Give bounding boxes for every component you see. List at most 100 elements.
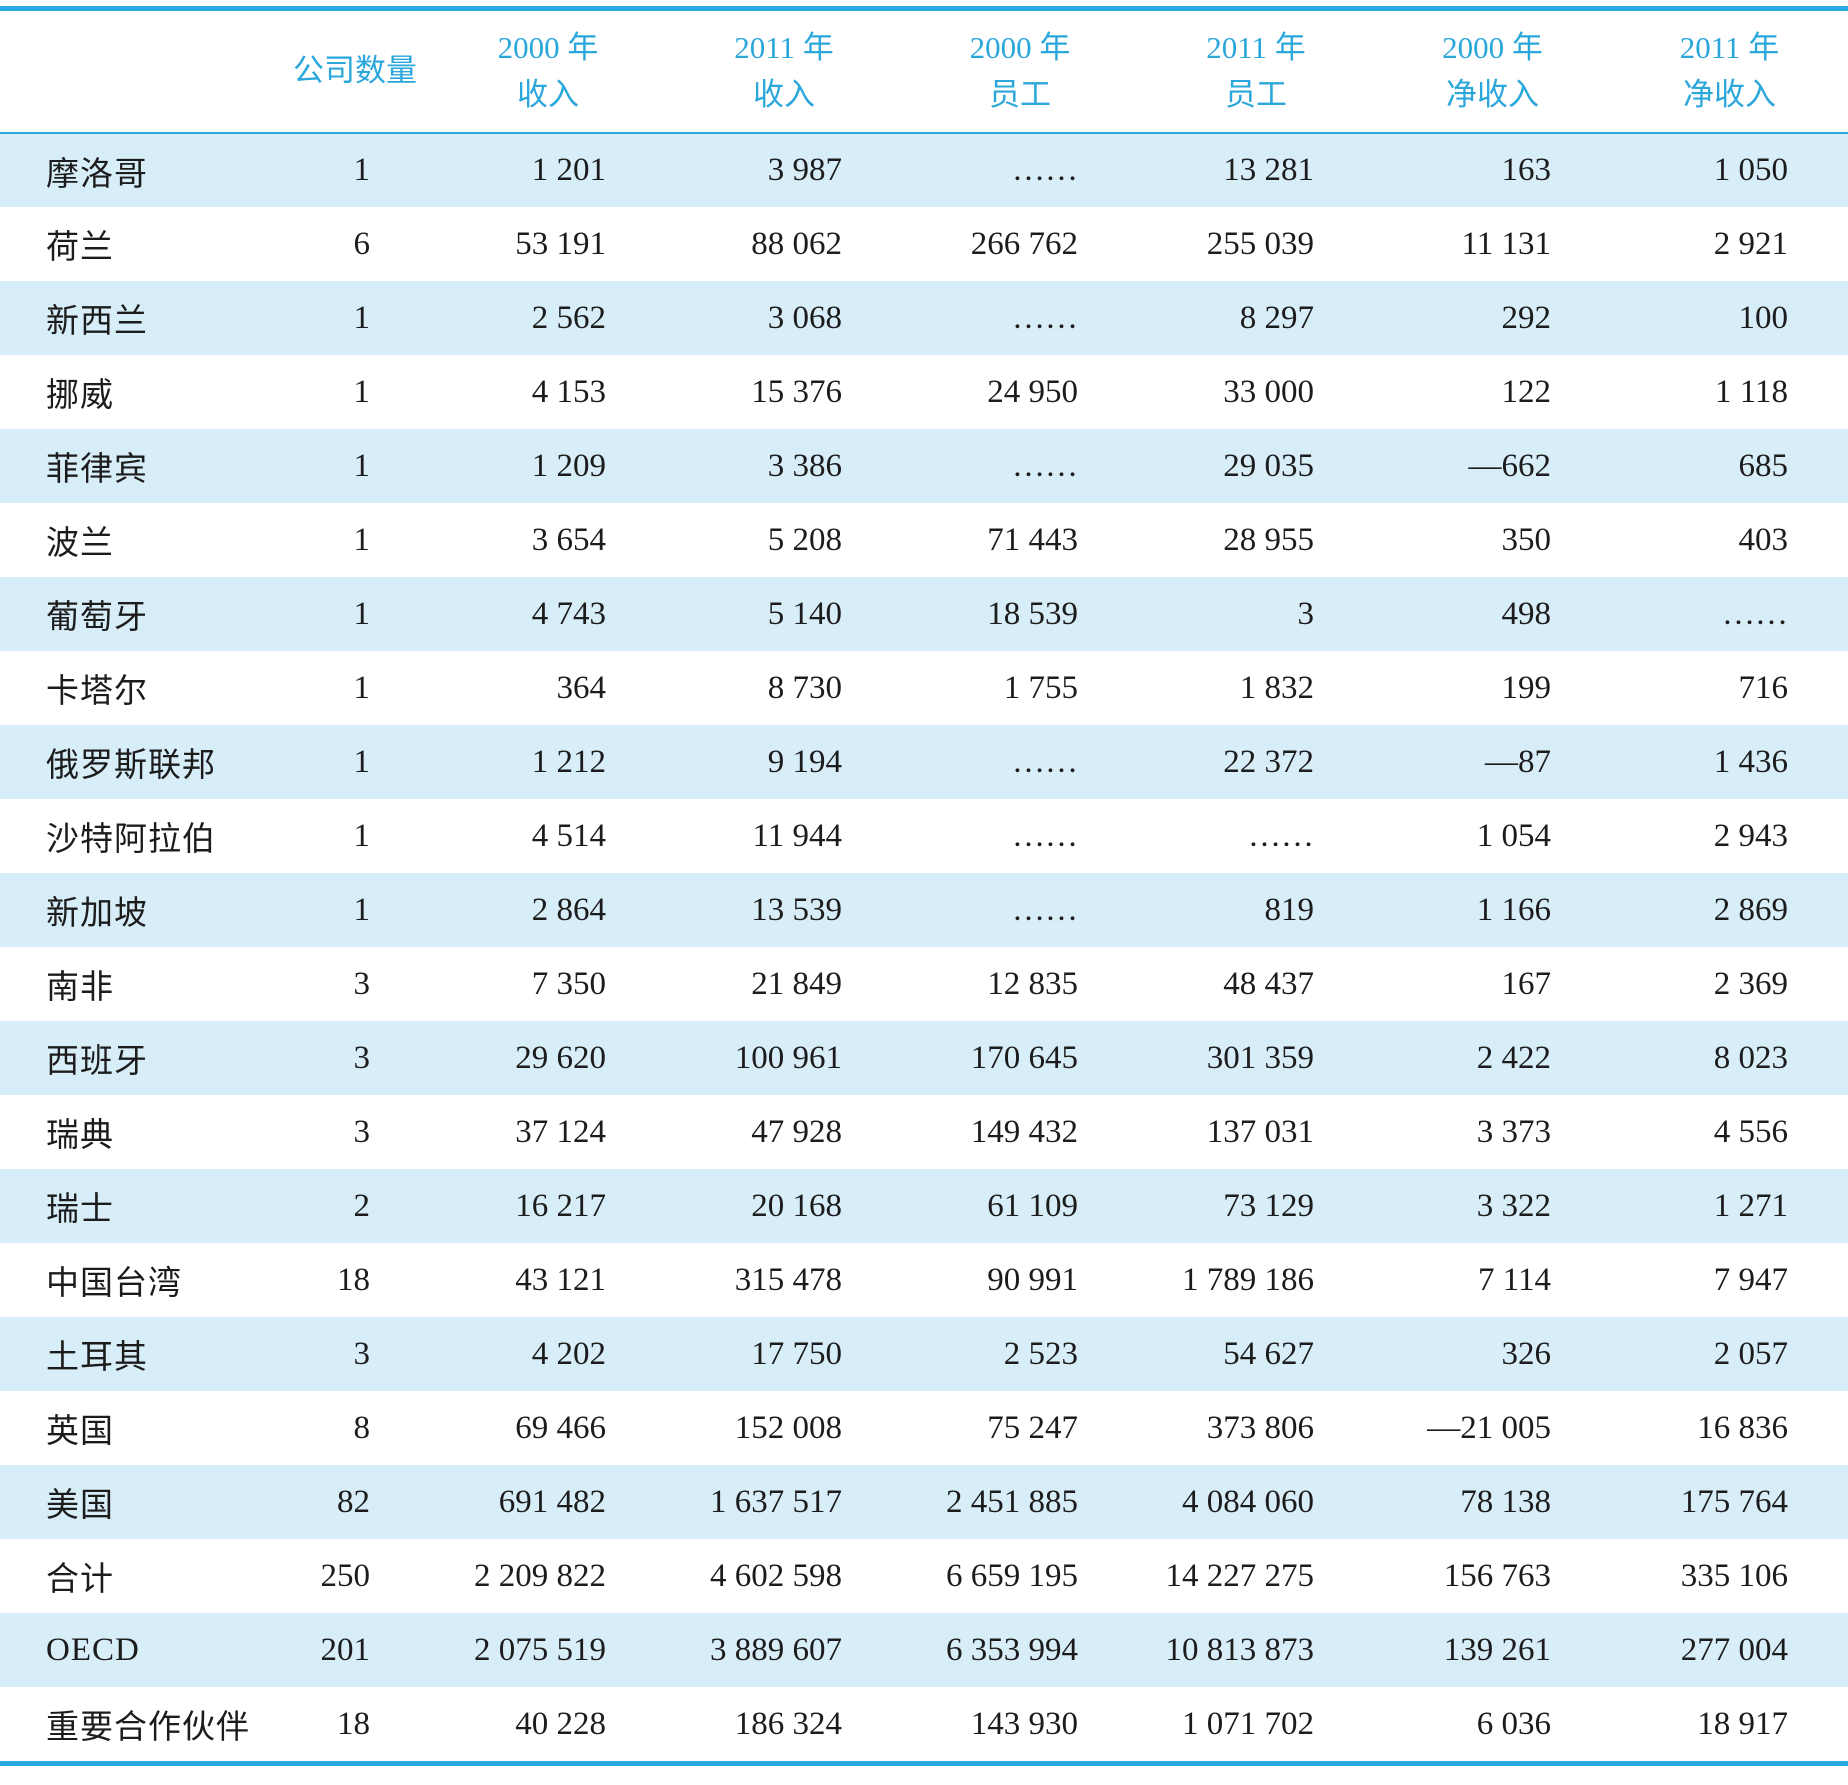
cell-value: 326 xyxy=(1501,1335,1552,1372)
row-label: 美国 xyxy=(46,1488,114,1524)
cell-value: 1 212 xyxy=(531,743,606,780)
cell-value: …… xyxy=(1012,447,1078,484)
table-row: 中国台湾 18 43 121 315 478 90 991 1 789 186 7 114 7… xyxy=(0,1243,1848,1317)
cell-value: 716 xyxy=(1738,669,1789,706)
cell-value: 5 208 xyxy=(767,521,842,558)
cell-value: 13 539 xyxy=(751,891,842,928)
cell-value: 373 806 xyxy=(1206,1409,1314,1446)
cell-value: 403 xyxy=(1738,521,1789,558)
cell-value: 8 xyxy=(353,1409,371,1446)
cell-value: 1 xyxy=(353,669,371,706)
cell-value: 8 023 xyxy=(1713,1039,1788,1076)
cell-value: …… xyxy=(1012,743,1078,780)
cell-value: 73 129 xyxy=(1223,1187,1314,1224)
cell-value: 143 930 xyxy=(970,1705,1078,1742)
row-label: 土耳其 xyxy=(46,1340,148,1376)
cell-value: 17 750 xyxy=(751,1335,842,1372)
cell-value: 69 466 xyxy=(515,1409,606,1446)
cell-value: 1 xyxy=(353,373,371,410)
cell-value: 2 369 xyxy=(1713,965,1788,1002)
cell-value: 156 763 xyxy=(1443,1557,1551,1594)
cell-value: 7 947 xyxy=(1713,1261,1788,1298)
row-label: 重要合作伙伴 xyxy=(46,1710,250,1746)
cell-value: 122 xyxy=(1501,373,1552,410)
cell-value: 364 xyxy=(556,669,607,706)
table-row: 挪威 1 4 153 15 376 24 950 33 000 122 1 118 xyxy=(0,355,1848,429)
table-row: 葡萄牙 1 4 743 5 140 18 539 3 498 …… xyxy=(0,577,1848,651)
cell-value: 18 xyxy=(337,1705,370,1742)
cell-value: 139 261 xyxy=(1443,1631,1551,1668)
table-row: 荷兰 6 53 191 88 062 266 762 255 039 11 131 2 921 xyxy=(0,207,1848,281)
cell-value: 149 432 xyxy=(970,1113,1078,1150)
table-row: 重要合作伙伴 18 40 228 186 324 143 930 1 071 702 6 0… xyxy=(0,1687,1848,1761)
companies-by-country-table: 公司数量 2000 年 收入 2011 年 收入 2000 年 员工 2011 年 员工… xyxy=(0,11,1848,1761)
cell-value: 3 654 xyxy=(531,521,606,558)
cell-value: …… xyxy=(1012,299,1078,336)
table-row: 美国 82 691 482 1 637 517 2 451 885 4 084 060 78… xyxy=(0,1465,1848,1539)
table-row: OECD 201 2 075 519 3 889 607 6 353 994 10 813… xyxy=(0,1613,1848,1687)
cell-value: 9 194 xyxy=(767,743,842,780)
cell-value: 6 659 195 xyxy=(946,1557,1078,1594)
cell-value: 2 057 xyxy=(1713,1335,1788,1372)
cell-value: 2 943 xyxy=(1713,817,1788,854)
cell-value: 78 138 xyxy=(1460,1483,1551,1520)
table-row: 英国 8 69 466 152 008 75 247 373 806 —21 005 16 8… xyxy=(0,1391,1848,1465)
cell-value: 170 645 xyxy=(970,1039,1078,1076)
cell-value: 3 068 xyxy=(767,299,842,336)
cell-value: 54 627 xyxy=(1223,1335,1314,1372)
row-label: 瑞士 xyxy=(46,1192,114,1228)
cell-value: —662 xyxy=(1468,447,1552,484)
cell-value: 90 991 xyxy=(987,1261,1078,1298)
cell-value: 47 928 xyxy=(751,1113,842,1150)
cell-value: 152 008 xyxy=(734,1409,842,1446)
cell-value: 18 539 xyxy=(987,595,1078,632)
cell-value: 1 789 186 xyxy=(1182,1261,1314,1298)
cell-value: 2 523 xyxy=(1003,1335,1078,1372)
header-col-3: 2011 年 收入 xyxy=(666,11,902,133)
table-row: 俄罗斯联邦 1 1 212 9 194 …… 22 372 —87 1 436 xyxy=(0,725,1848,799)
cell-value: 7 114 xyxy=(1477,1261,1551,1298)
cell-value: 11 944 xyxy=(752,817,842,854)
cell-value: 3 373 xyxy=(1476,1113,1551,1150)
cell-value: 1 832 xyxy=(1239,669,1314,706)
row-label: 中国台湾 xyxy=(46,1266,182,1302)
cell-value: 33 000 xyxy=(1223,373,1314,410)
cell-value: 1 050 xyxy=(1713,152,1788,188)
table-row: 土耳其 3 4 202 17 750 2 523 54 627 326 2 057 xyxy=(0,1317,1848,1391)
cell-value: —87 xyxy=(1485,743,1551,780)
cell-value: 350 xyxy=(1501,521,1552,558)
cell-value: 2 562 xyxy=(531,299,606,336)
row-label: 菲律宾 xyxy=(46,452,148,488)
cell-value: 100 xyxy=(1738,299,1789,336)
row-label: 新加坡 xyxy=(46,896,148,932)
cell-value: 1 xyxy=(353,891,371,928)
bottom-rule xyxy=(0,1761,1848,1766)
table-row: 摩洛哥 1 1 201 3 987 …… 13 281 163 1 050 xyxy=(0,133,1848,207)
table-row: 沙特阿拉伯 1 4 514 11 944 …… …… 1 054 2 943 xyxy=(0,799,1848,873)
cell-value: 175 764 xyxy=(1680,1483,1788,1520)
cell-value: 1 xyxy=(353,299,371,336)
header-col-5: 2011 年 员工 xyxy=(1138,11,1374,133)
cell-value: 3 xyxy=(353,965,371,1002)
cell-value: 1 755 xyxy=(1003,669,1078,706)
cell-value: 37 124 xyxy=(515,1113,606,1150)
cell-value: 82 xyxy=(337,1483,370,1520)
cell-value: 7 350 xyxy=(531,965,606,1002)
cell-value: 13 281 xyxy=(1223,152,1314,188)
cell-value: 40 228 xyxy=(515,1705,606,1742)
cell-value: 4 153 xyxy=(531,373,606,410)
row-label: 瑞典 xyxy=(46,1118,114,1154)
cell-value: 20 168 xyxy=(751,1187,842,1224)
cell-value: 4 556 xyxy=(1713,1113,1788,1150)
cell-value: 3 889 607 xyxy=(710,1631,842,1668)
row-label: 摩洛哥 xyxy=(46,156,148,193)
table-row: 南非 3 7 350 21 849 12 835 48 437 167 2 369 xyxy=(0,947,1848,1021)
header-col-6: 2000 年 净收入 xyxy=(1374,11,1611,133)
cell-value: 75 247 xyxy=(987,1409,1078,1446)
cell-value: 685 xyxy=(1738,447,1789,484)
cell-value: 18 917 xyxy=(1697,1705,1788,1742)
cell-value: 3 386 xyxy=(767,447,842,484)
cell-value: 1 xyxy=(353,447,371,484)
header-col-4: 2000 年 员工 xyxy=(902,11,1138,133)
